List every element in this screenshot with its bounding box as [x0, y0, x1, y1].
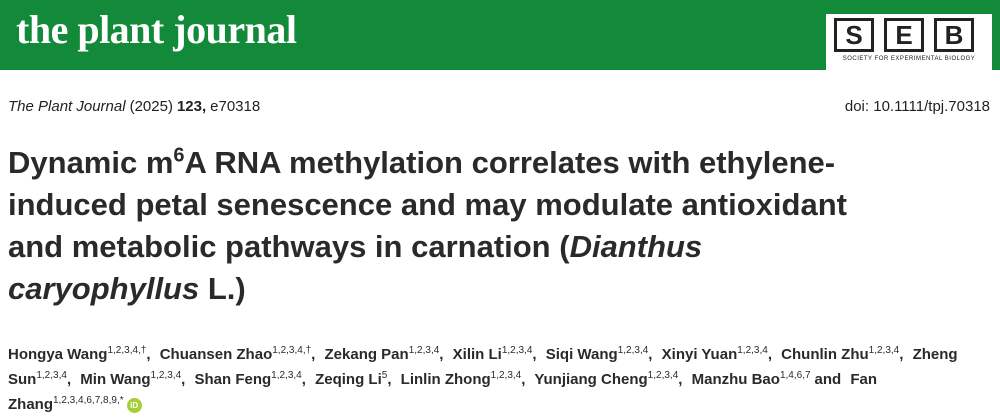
author-name: Zekang Pan: [324, 346, 409, 363]
author[interactable]: Siqi Wang1,2,3,4,: [545, 345, 653, 364]
author-name: Chuansen Zhao: [159, 346, 273, 363]
separator: ,: [66, 371, 72, 388]
logo-subtitle: SOCIETY FOR EXPERIMENTAL BIOLOGY: [842, 56, 976, 62]
citation-article: e70318: [210, 98, 261, 115]
separator: ,: [181, 371, 186, 388]
author[interactable]: Manzhu Bao1,4,6,7 and: [691, 370, 842, 389]
title-part: Dianthus caryophyllus: [8, 229, 703, 306]
author[interactable]: Zheng Sun1,2,3,4,: [8, 346, 958, 388]
author-name: Shan Feng: [194, 371, 272, 388]
author[interactable]: Zekang Pan1,2,3,4,: [324, 345, 444, 364]
author-affiliation: 1,2,3,4,†: [107, 345, 147, 356]
author-affiliation: 1,2,3,4,†: [272, 345, 312, 356]
author-affiliation: 1,2,3,4: [647, 370, 679, 381]
separator: ,: [648, 346, 653, 363]
author[interactable]: Min Wang1,2,3,4,: [80, 370, 186, 389]
author-affiliation: 1,2,3,4,6,7,8,9,*: [53, 395, 124, 406]
author-affiliation: 1,2,3,4: [271, 370, 302, 381]
author-name: Hongya Wang: [8, 346, 108, 363]
seb-logo[interactable]: S E B SOCIETY FOR EXPERIMENTAL BIOLOGY: [826, 14, 992, 72]
header-bar: the plant journal S E B SOCIETY FOR EXPE…: [0, 0, 1000, 72]
author-name: Linlin Zhong: [400, 371, 491, 388]
author[interactable]: Linlin Zhong1,2,3,4,: [400, 370, 526, 389]
title-part: Dynamic m: [8, 145, 174, 180]
author-affiliation: 1,2,3,4: [617, 345, 649, 356]
separator: ,: [521, 371, 526, 388]
author[interactable]: Chuansen Zhao1,2,3,4,†,: [159, 345, 316, 364]
author[interactable]: Xinyi Yuan1,2,3,4,: [661, 345, 772, 364]
author-name: Manzhu Bao: [691, 371, 780, 388]
separator: ,: [301, 371, 306, 388]
journal-name[interactable]: the plant journal: [16, 7, 297, 52]
citation: The Plant Journal (2025) 123, e70318: [8, 98, 264, 115]
citation-year: (2025): [129, 98, 173, 115]
author[interactable]: Yunjiang Cheng1,2,3,4,: [534, 370, 683, 389]
author-affiliation: 1,2,3,4: [150, 370, 182, 381]
citation-volume: 123,: [176, 98, 207, 115]
title-part: L.): [199, 271, 246, 306]
author[interactable]: Chunlin Zhu1,2,3,4,: [781, 345, 904, 364]
author-name: Zheng Sun: [8, 346, 958, 388]
author-name: Fan Zhang: [8, 371, 878, 413]
logo-letter: S: [834, 18, 874, 52]
orcid-icon: iD: [126, 397, 142, 413]
author-affiliation: 1,2,3,4: [501, 345, 533, 356]
logo-letter: E: [884, 18, 924, 52]
author-name: Yunjiang Cheng: [534, 371, 648, 388]
separator: ,: [532, 346, 537, 363]
author[interactable]: Hongya Wang1,2,3,4,†,: [8, 345, 151, 364]
separator: ,: [439, 346, 444, 363]
author-name: Chunlin Zhu: [781, 346, 869, 363]
author-affiliation: 1,2,3,4: [490, 370, 522, 381]
citation-journal: The Plant Journal: [8, 98, 126, 115]
title-part: A RNA methylation correlates with ethyle…: [8, 145, 847, 264]
author[interactable]: Fan Zhang1,2,3,4,6,7,8,9,* iD: [8, 371, 877, 413]
author[interactable]: Xilin Li1,2,3,4,: [452, 345, 537, 364]
logo-letter: B: [934, 18, 974, 52]
logo-letters: S E B: [834, 18, 974, 52]
author-affiliation: 5: [381, 370, 388, 381]
author-affiliation: 1,4,6,7: [779, 370, 811, 381]
author-name: Xinyi Yuan: [661, 346, 738, 363]
separator: and: [814, 371, 842, 388]
title-part: 6: [173, 144, 185, 167]
separator: ,: [387, 371, 392, 388]
author-affiliation: 1,2,3,4: [408, 345, 440, 356]
separator: ,: [311, 346, 316, 363]
author-affiliation: 1,2,3,4: [868, 345, 900, 356]
author-name: Zeqing Li: [315, 371, 382, 388]
article-title: Dynamic m6A RNA methylation correlates w…: [8, 142, 888, 310]
author-list: Hongya Wang1,2,3,4,†, Chuansen Zhao1,2,3…: [8, 342, 983, 417]
author-affiliation: 1,2,3,4: [36, 370, 67, 381]
separator: ,: [767, 346, 772, 363]
separator: ,: [678, 371, 683, 388]
author-name: Xilin Li: [452, 346, 502, 363]
separator: ,: [146, 346, 151, 363]
author-name: Siqi Wang: [545, 346, 618, 363]
separator: ,: [899, 346, 904, 363]
doi[interactable]: doi: 10.1111/tpj.70318: [844, 98, 990, 115]
author-name: Min Wang: [80, 371, 151, 388]
author-affiliation: 1,2,3,4: [737, 345, 768, 356]
author[interactable]: Shan Feng1,2,3,4,: [194, 370, 306, 389]
author[interactable]: Zeqing Li5,: [315, 370, 392, 389]
